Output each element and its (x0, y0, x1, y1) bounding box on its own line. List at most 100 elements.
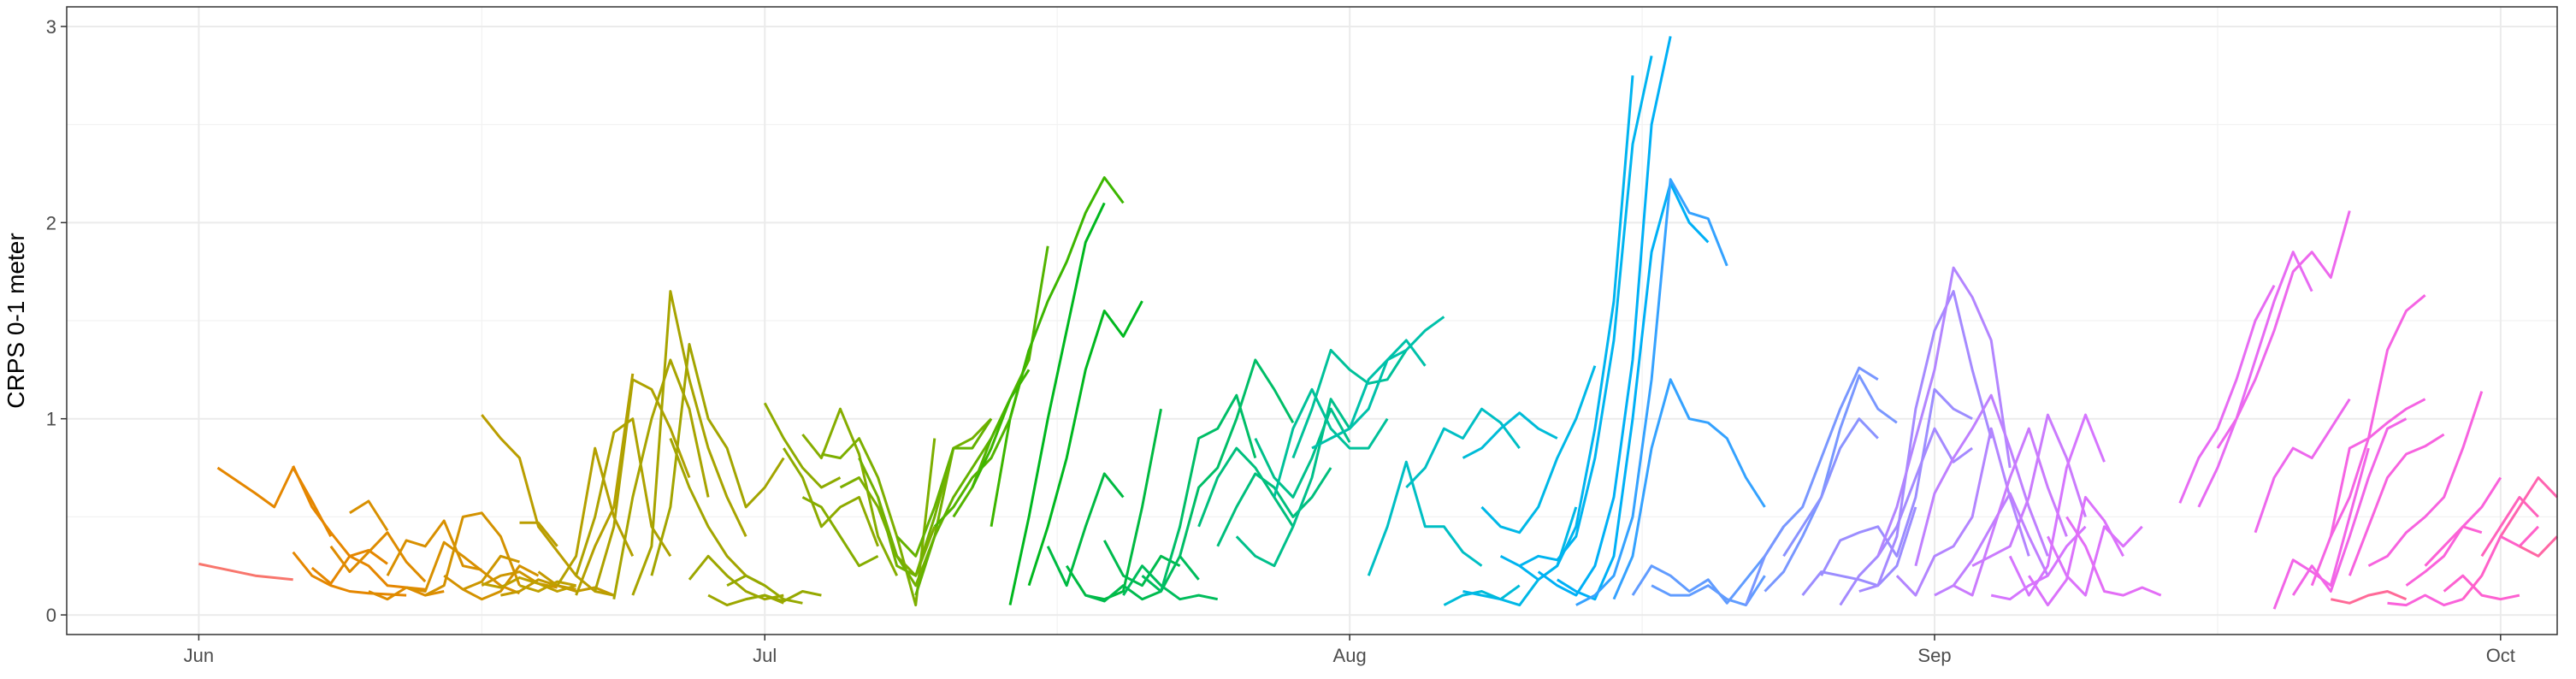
series-line-83 (1820, 387, 1973, 576)
series-line-46 (990, 176, 1125, 528)
series-line-109 (2424, 525, 2483, 567)
series-line-99 (2216, 210, 2351, 449)
series-line-3 (292, 465, 388, 565)
series-line-62 (1291, 348, 1408, 459)
series-line-114 (2519, 535, 2559, 558)
series-line-81 (1782, 417, 1879, 558)
series-line-40 (877, 417, 993, 577)
series-line-96 (2065, 516, 2162, 597)
y-axis-title: CRPS 0-1 meter (3, 233, 29, 408)
series-line-110 (2443, 574, 2520, 601)
series-line-16 (537, 570, 615, 597)
series-line-27 (650, 343, 785, 576)
series-line-82 (1801, 506, 1917, 597)
series-line-84 (1839, 427, 1973, 606)
series-line-29 (688, 554, 784, 601)
series-line-24 (594, 378, 691, 592)
series-line-115 (2330, 590, 2408, 605)
series-line-53 (1122, 564, 1219, 601)
series-line-86 (1876, 266, 2012, 557)
series-line-51 (1084, 584, 1162, 603)
series-line-61 (1273, 387, 1389, 498)
series-line-8 (349, 499, 389, 532)
series-line-21 (556, 446, 635, 587)
series-line-107 (2387, 593, 2464, 607)
series-line-31 (726, 574, 803, 605)
series-line-60 (1254, 407, 1351, 499)
series-line-48 (1027, 300, 1143, 587)
series-line-63 (1311, 339, 1427, 450)
series-line-88 (1914, 393, 2049, 567)
series-line-9 (386, 519, 482, 576)
series-line-17 (481, 576, 577, 593)
series-line-70 (1480, 365, 1597, 534)
series-line-106 (2367, 391, 2484, 568)
x-tick-label: Jun (184, 645, 214, 666)
x-tick-label: Oct (2486, 645, 2515, 666)
series-line-22 (575, 373, 635, 596)
series-line-32 (745, 590, 822, 603)
panel-border (66, 6, 2558, 635)
series-line-25 (612, 358, 710, 599)
series-line-85 (1858, 290, 1993, 593)
series-line-37 (821, 437, 936, 607)
series-line-108 (2405, 476, 2502, 587)
series-line-6 (329, 531, 427, 583)
series-line-76 (1612, 378, 1766, 600)
series-line-20 (519, 521, 558, 547)
series-line-68 (1443, 584, 1521, 606)
series-line-41 (895, 417, 993, 558)
series-line-18 (519, 580, 576, 593)
series-line-35 (801, 407, 899, 576)
series-line-90 (1953, 427, 2068, 597)
y-tick-label: 0 (46, 605, 56, 626)
series-line-1 (198, 562, 293, 582)
series-line-77 (1631, 525, 1785, 605)
series-line-73 (1537, 36, 1672, 597)
axes: Jun Jul Aug Sep Oct 0 1 2 3 (46, 16, 2515, 666)
series-line-104 (2329, 294, 2426, 537)
y-tick-label: 1 (46, 409, 56, 430)
series-line-97 (2178, 284, 2276, 504)
x-tick-label: Sep (1917, 645, 1951, 666)
series-line-49 (1046, 472, 1125, 587)
x-tick-label: Jul (753, 645, 777, 666)
series-lines (198, 36, 2559, 610)
series-line-56 (1179, 358, 1295, 557)
series-line-64 (1330, 316, 1445, 440)
series-line-79 (1745, 366, 1879, 606)
series-line-34 (783, 447, 879, 547)
series-line-26 (631, 290, 747, 596)
series-line-105 (2348, 433, 2445, 576)
series-line-47 (1008, 202, 1106, 605)
series-line-36 (801, 496, 879, 568)
series-line-2 (216, 466, 333, 538)
series-line-23 (575, 417, 672, 576)
series-line-54 (1141, 554, 1200, 593)
series-line-58 (1216, 467, 1332, 547)
series-line-112 (2480, 495, 2539, 558)
series-line-113 (2499, 476, 2559, 538)
series-line-94 (2028, 495, 2124, 607)
series-line-52 (1102, 540, 1181, 587)
series-line-50 (1065, 408, 1162, 601)
series-line-11 (424, 511, 521, 597)
series-line-66 (1405, 407, 1521, 489)
series-line-12 (443, 564, 540, 601)
series-line-59 (1235, 398, 1351, 568)
x-tick-label: Aug (1333, 645, 1367, 666)
series-line-67 (1462, 411, 1558, 459)
series-line-100 (2254, 398, 2351, 534)
series-line-93 (2008, 413, 2106, 597)
series-line-102 (2291, 417, 2408, 596)
series-line-75 (1575, 178, 1728, 606)
series-line-80 (1764, 374, 1898, 593)
y-tick-label: 2 (46, 212, 56, 233)
series-line-91 (1971, 413, 2087, 568)
series-line-57 (1197, 446, 1295, 528)
series-line-13 (462, 554, 520, 591)
series-line-72 (1519, 55, 1653, 568)
grid-lines (67, 7, 2557, 635)
